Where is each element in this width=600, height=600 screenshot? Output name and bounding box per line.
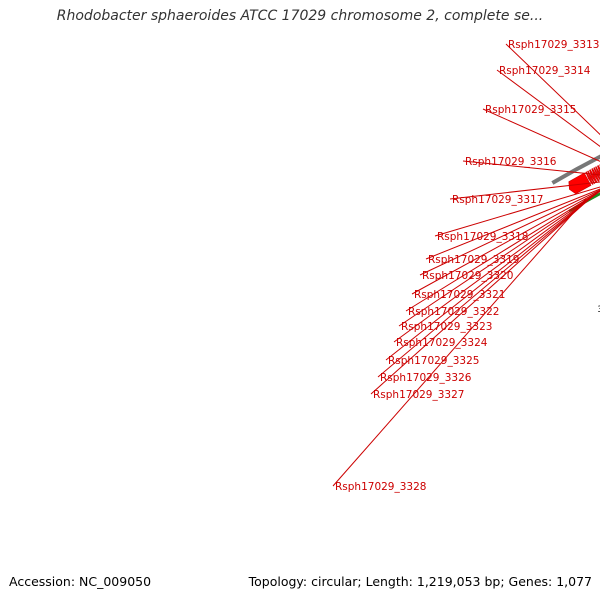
gene-label: Rsph17029_3314	[499, 65, 591, 77]
accession-text: Accession: NC_009050	[9, 574, 152, 589]
map-title: Rhodobacter sphaeroides ATCC 17029 chrom…	[56, 8, 544, 24]
label-leader	[496, 69, 600, 147]
gene-arrow	[595, 166, 600, 177]
label-leader	[425, 188, 600, 260]
gene-label: Rsph17029_3313	[508, 39, 599, 51]
label-leaders	[332, 43, 600, 487]
label-leader	[434, 186, 600, 237]
label-leader	[462, 160, 600, 176]
chromosome-backbone	[551, 154, 600, 185]
gene-label: Rsph17029_3317	[452, 194, 543, 206]
gene-label: Rsph17029_3322	[408, 306, 499, 318]
tick-dot	[597, 192, 600, 197]
gene-label: Rsph17029_3315	[485, 104, 576, 116]
label-leader	[482, 108, 600, 162]
topology-text: Topology: circular; Length: 1,219,053 bp…	[248, 574, 592, 589]
label-leader	[398, 190, 600, 327]
label-leader	[332, 197, 587, 487]
gene-label: Rsph17029_3321	[414, 289, 505, 301]
label-leader	[419, 189, 600, 276]
gene-labels: Rsph17029_3313 Rsph17029_3314 Rsph17029_33…	[335, 39, 599, 493]
label-leader	[370, 192, 598, 395]
label-leader	[411, 190, 600, 295]
label-leader	[449, 181, 600, 200]
tick-dot	[594, 193, 599, 198]
axis-tick-label: 388 kbp	[597, 305, 600, 315]
label-leader	[405, 190, 600, 312]
axis-ticks: 374 kbp376 kbp378 kbp380 kbp382 kbp384 k…	[597, 305, 600, 315]
gene-label: Rsph17029_3327	[373, 389, 464, 401]
label-leader	[385, 190, 600, 361]
gene-arrow	[591, 168, 600, 182]
gene-arrow	[597, 165, 600, 174]
label-leader	[505, 43, 600, 136]
gene-label: Rsph17029_3323	[401, 321, 492, 333]
gene-label: Rsph17029_3319	[428, 254, 519, 266]
gene-arrow	[593, 167, 600, 181]
gene-label: Rsph17029_3324	[396, 337, 488, 349]
label-leader	[377, 191, 599, 378]
gene-label: Rsph17029_3328	[335, 481, 426, 493]
label-leader	[393, 190, 600, 343]
tick-dot	[593, 194, 598, 198]
tick-dot	[596, 193, 600, 197]
gene-label: Rsph17029_3320	[422, 270, 513, 282]
gene-label: Rsph17029_3325	[388, 355, 479, 367]
gene-label: Rsph17029_3326	[380, 372, 472, 384]
gene-label: Rsph17029_3318	[437, 231, 528, 243]
gene-label: Rsph17029_3316	[465, 156, 557, 168]
